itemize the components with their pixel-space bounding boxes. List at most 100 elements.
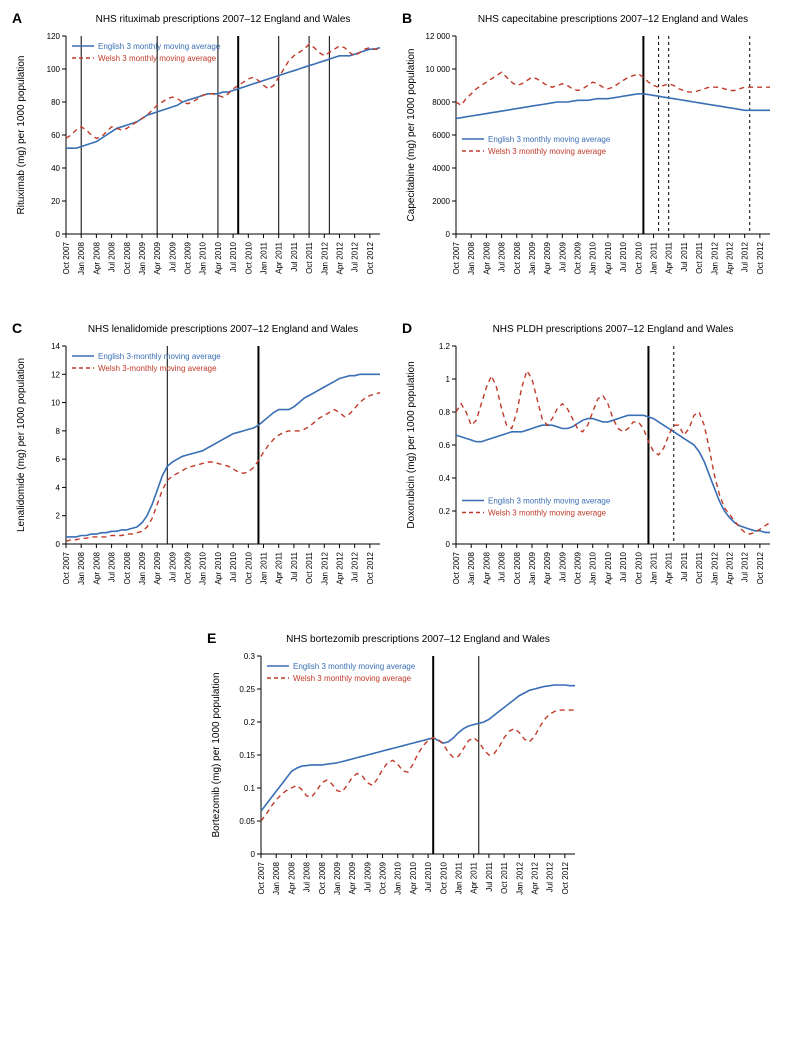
x-tick-label: Jan 2012 [320, 551, 329, 584]
y-tick-label: 0 [446, 230, 451, 239]
x-tick-label: Jul 2010 [229, 551, 238, 582]
series-welsh [66, 393, 380, 542]
y-tick-label: 1.2 [439, 342, 451, 351]
y-axis-label: Rituximab (mg) per 1000 population [16, 56, 27, 215]
x-tick-label: Oct 2011 [305, 551, 314, 583]
x-tick-label: Jan 2009 [333, 861, 342, 894]
x-tick-label: Jul 2012 [741, 241, 750, 272]
y-tick-label: 0.05 [239, 817, 255, 826]
y-tick-label: 0 [56, 230, 61, 239]
x-tick-label: Jul 2012 [546, 861, 555, 892]
y-axis-label: Lenalidomide (mg) per 1000 population [16, 358, 27, 532]
x-tick-label: Jul 2008 [108, 241, 117, 272]
x-tick-label: Jan 2012 [515, 861, 524, 894]
x-tick-label: Oct 2012 [561, 861, 570, 894]
x-tick-label: Apr 2008 [482, 551, 491, 584]
x-tick-label: Apr 2012 [725, 551, 734, 584]
y-tick-label: 0.3 [244, 652, 256, 661]
x-tick-label: Apr 2010 [214, 551, 223, 584]
y-tick-label: 0 [446, 540, 451, 549]
x-tick-label: Apr 2012 [530, 861, 539, 894]
y-tick-label: 0.25 [239, 685, 255, 694]
chart-svg: 020406080100120Oct 2007Jan 2008Apr 2008J… [10, 10, 390, 310]
panel-c: C02468101214Oct 2007Jan 2008Apr 2008Jul … [10, 320, 390, 620]
y-tick-label: 120 [47, 32, 61, 41]
y-tick-label: 1 [446, 375, 451, 384]
x-tick-label: Apr 2009 [153, 551, 162, 584]
y-tick-label: 8000 [432, 98, 450, 107]
x-tick-label: Jan 2008 [272, 861, 281, 894]
x-tick-label: Jan 2010 [589, 551, 598, 584]
x-tick-label: Apr 2009 [543, 551, 552, 584]
x-tick-label: Jul 2009 [558, 241, 567, 272]
legend-label: English 3 monthly moving average [488, 496, 611, 505]
legend: English 3-monthly moving averageWelsh 3-… [72, 352, 221, 373]
legend-label: Welsh 3 monthly moving average [488, 508, 607, 517]
series-english [456, 94, 770, 119]
x-tick-label: Jul 2010 [619, 241, 628, 272]
x-tick-label: Jul 2011 [485, 861, 494, 891]
x-tick-label: Apr 2011 [470, 861, 479, 893]
y-tick-label: 0.2 [439, 507, 451, 516]
y-tick-label: 4 [56, 483, 61, 492]
chart-title: NHS capecitabine prescriptions 2007–12 E… [478, 14, 748, 25]
y-tick-label: 10 [51, 399, 60, 408]
x-tick-label: Apr 2010 [604, 551, 613, 584]
x-tick-label: Oct 2007 [452, 551, 461, 584]
legend: English 3 monthly moving averageWelsh 3 … [267, 662, 416, 683]
x-tick-label: Apr 2009 [153, 241, 162, 274]
x-tick-label: Jan 2008 [467, 241, 476, 274]
x-tick-label: Apr 2011 [665, 551, 674, 583]
x-tick-label: Oct 2011 [695, 241, 704, 273]
x-tick-label: Oct 2009 [379, 861, 388, 894]
x-tick-label: Oct 2010 [244, 551, 253, 584]
x-tick-label: Oct 2012 [756, 241, 765, 274]
y-tick-label: 100 [47, 65, 61, 74]
x-tick-label: Jul 2010 [424, 861, 433, 892]
x-tick-label: Oct 2011 [695, 551, 704, 583]
legend-label: English 3 monthly moving average [488, 135, 611, 144]
x-tick-label: Apr 2011 [275, 551, 284, 583]
x-tick-label: Oct 2012 [366, 551, 375, 584]
x-tick-label: Apr 2009 [543, 241, 552, 274]
chart-title: NHS lenalidomide prescriptions 2007–12 E… [88, 324, 358, 335]
x-tick-label: Apr 2010 [409, 861, 418, 894]
legend-label: English 3 monthly moving average [98, 42, 221, 51]
x-tick-label: Jul 2008 [303, 861, 312, 892]
x-tick-label: Apr 2012 [335, 551, 344, 584]
y-axis-label: Capecitabine (mg) per 1000 population [406, 49, 417, 222]
x-tick-label: Jan 2008 [77, 241, 86, 274]
x-tick-label: Jul 2008 [498, 551, 507, 582]
chart-svg: 00.20.40.60.811.2Oct 2007Jan 2008Apr 200… [400, 320, 780, 620]
x-tick-label: Oct 2011 [305, 241, 314, 273]
x-tick-label: Apr 2011 [275, 241, 284, 273]
y-axis-label: Doxorubicin (mg) per 1000 population [406, 361, 417, 528]
y-tick-label: 4000 [432, 164, 450, 173]
x-tick-label: Jan 2010 [199, 551, 208, 584]
y-tick-label: 0.2 [244, 718, 256, 727]
x-tick-label: Jan 2009 [138, 551, 147, 584]
x-tick-label: Oct 2008 [123, 551, 132, 584]
legend-label: English 3 monthly moving average [293, 662, 416, 671]
legend: English 3 monthly moving averageWelsh 3 … [72, 42, 221, 63]
series-english [66, 374, 380, 537]
x-tick-label: Jul 2009 [558, 551, 567, 582]
x-tick-label: Jul 2009 [168, 241, 177, 272]
x-tick-label: Jul 2008 [108, 551, 117, 582]
x-tick-label: Jul 2012 [351, 551, 360, 582]
y-tick-label: 40 [51, 164, 60, 173]
x-tick-label: Jan 2009 [528, 551, 537, 584]
x-tick-label: Apr 2010 [604, 241, 613, 274]
y-tick-label: 0.8 [439, 408, 451, 417]
legend-label: Welsh 3-monthly moving average [98, 364, 217, 373]
chart-title: NHS bortezomib prescriptions 2007–12 Eng… [286, 634, 550, 645]
x-tick-label: Jul 2009 [363, 861, 372, 892]
x-tick-label: Jan 2011 [260, 551, 269, 584]
x-tick-label: Apr 2012 [335, 241, 344, 274]
x-tick-label: Jan 2010 [199, 241, 208, 274]
x-tick-label: Oct 2012 [756, 551, 765, 584]
y-tick-label: 0 [251, 850, 256, 859]
x-tick-label: Jan 2012 [710, 551, 719, 584]
x-tick-label: Jan 2012 [320, 241, 329, 274]
x-tick-label: Jul 2012 [351, 241, 360, 272]
